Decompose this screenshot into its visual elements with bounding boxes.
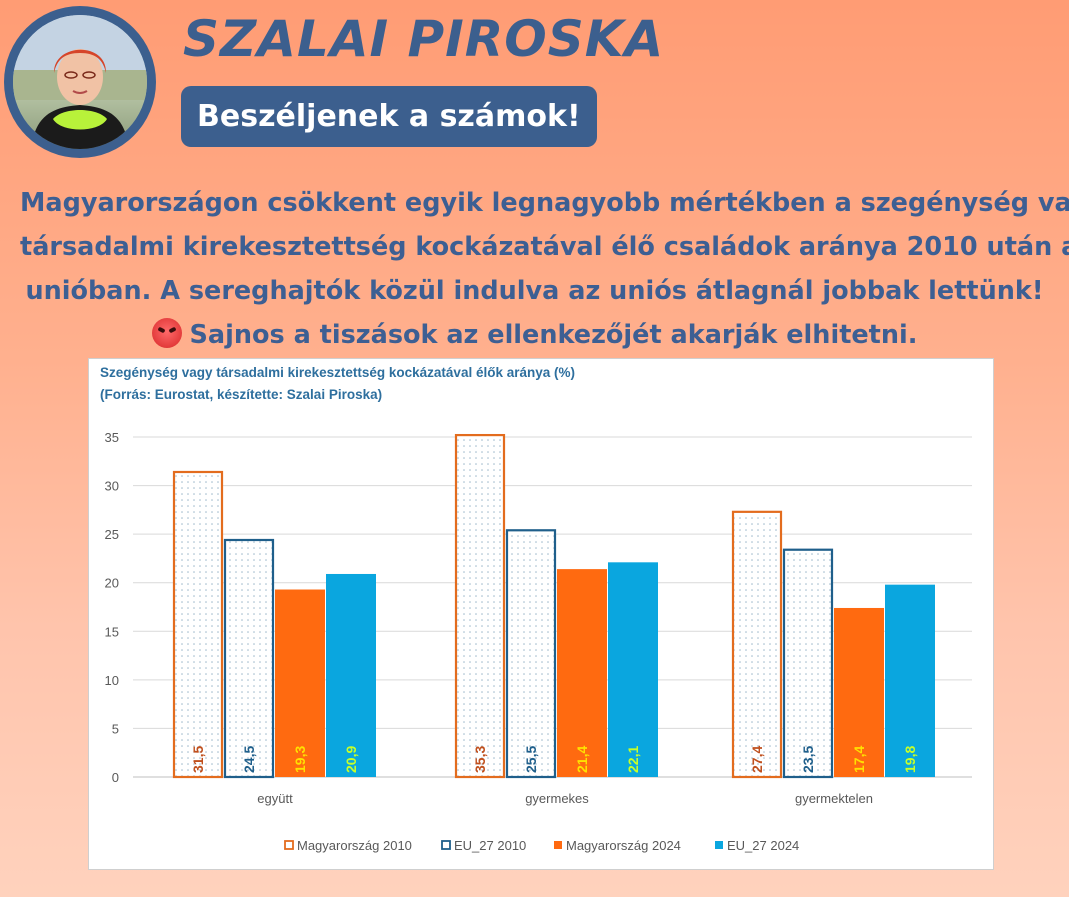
data-label: 20,9 bbox=[343, 746, 359, 773]
legend-swatch bbox=[284, 840, 294, 850]
data-label: 21,4 bbox=[574, 746, 590, 773]
data-label: 19,3 bbox=[292, 746, 308, 773]
bar bbox=[731, 510, 783, 779]
bar bbox=[505, 529, 557, 779]
angry-face-icon bbox=[151, 318, 182, 348]
chart-panel: Szegénység vagy társadalmi kirekesztetts… bbox=[88, 358, 994, 870]
bar-chart: Szegénység vagy társadalmi kirekesztetts… bbox=[100, 365, 972, 853]
bar bbox=[172, 470, 224, 779]
legend-swatch bbox=[554, 841, 562, 849]
message-line-with-emoji: Sajnos a tiszások az ellenkezőjét akarjá… bbox=[20, 313, 1049, 357]
y-tick-label: 15 bbox=[105, 624, 119, 639]
data-label: 23,5 bbox=[800, 746, 816, 773]
y-tick-label: 0 bbox=[112, 770, 119, 785]
legend-swatch bbox=[441, 840, 451, 850]
message-line: Sajnos a tiszások az ellenkezőjét akarjá… bbox=[189, 320, 918, 350]
bar bbox=[782, 548, 834, 779]
bar bbox=[885, 584, 935, 777]
bar bbox=[275, 589, 325, 777]
message-line: unióban. A sereghajtók közül indulva az … bbox=[25, 276, 1044, 306]
y-tick-label: 25 bbox=[105, 527, 119, 542]
y-tick-label: 30 bbox=[105, 479, 119, 494]
x-category-label: gyermektelen bbox=[795, 791, 873, 806]
chart-subtitle: (Forrás: Eurostat, készítette: Szalai Pi… bbox=[100, 387, 382, 402]
legend-swatch bbox=[715, 841, 723, 849]
data-label: 17,4 bbox=[851, 746, 867, 773]
y-tick-label: 20 bbox=[105, 576, 119, 591]
author-avatar bbox=[4, 6, 156, 158]
data-label: 31,5 bbox=[190, 746, 206, 773]
legend-label: EU_27 2010 bbox=[454, 838, 526, 853]
chart-title: Szegénység vagy társadalmi kirekesztetts… bbox=[100, 365, 575, 380]
y-tick-label: 35 bbox=[105, 430, 119, 445]
legend-label: Magyarország 2010 bbox=[297, 838, 412, 853]
data-label: 27,4 bbox=[749, 746, 765, 773]
bar bbox=[557, 569, 607, 777]
message-line: Magyarországon csökkent egyik legnagyobb… bbox=[20, 188, 1069, 218]
y-tick-label: 5 bbox=[112, 721, 119, 736]
bar bbox=[454, 433, 506, 779]
x-category-label: együtt bbox=[257, 791, 293, 806]
data-label: 35,3 bbox=[472, 746, 488, 773]
author-photo bbox=[13, 15, 147, 149]
bar bbox=[223, 538, 275, 779]
legend-label: Magyarország 2024 bbox=[566, 838, 681, 853]
author-name: SZALAI PIROSKA bbox=[183, 10, 665, 68]
bar bbox=[834, 607, 884, 777]
y-tick-label: 10 bbox=[105, 673, 119, 688]
bar bbox=[326, 573, 376, 777]
message-line: társadalmi kirekesztettség kockázatával … bbox=[20, 232, 1069, 262]
bar bbox=[608, 562, 658, 777]
data-label: 25,5 bbox=[523, 746, 539, 773]
legend-label: EU_27 2024 bbox=[727, 838, 799, 853]
message-block: Magyarországon csökkent egyik legnagyobb… bbox=[20, 181, 1069, 357]
data-label: 24,5 bbox=[241, 746, 257, 773]
data-label: 19,8 bbox=[902, 746, 918, 773]
data-label: 22,1 bbox=[625, 746, 641, 773]
tagline-badge: Beszéljenek a számok! bbox=[181, 86, 597, 147]
x-category-label: gyermekes bbox=[525, 791, 589, 806]
